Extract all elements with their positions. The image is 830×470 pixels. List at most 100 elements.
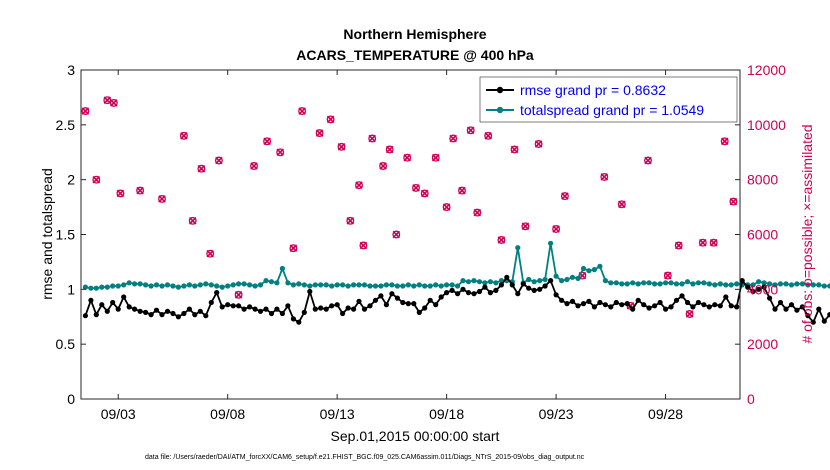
rmse-point (673, 297, 680, 303)
rmse-point (504, 274, 510, 280)
rmse-point (394, 295, 400, 301)
obs-possible-marker (600, 172, 609, 181)
rmse-point (624, 301, 630, 307)
chart-marks (81, 96, 830, 325)
rmse-point (772, 306, 778, 312)
totalspread-point (805, 282, 811, 288)
plot-area (81, 70, 740, 399)
legend-box (479, 76, 738, 123)
obs-possible-marker (458, 186, 466, 195)
obs-assimilated-marker (431, 153, 440, 162)
rmse-point (723, 294, 729, 300)
totalspread-point (312, 282, 318, 288)
obs-possible-marker (326, 115, 335, 124)
rmse-point (153, 307, 160, 313)
rmse-point (433, 302, 439, 308)
rmse-point (422, 305, 428, 311)
totalspread-point (411, 283, 417, 289)
rmse-point (170, 310, 176, 317)
totalspread-point (197, 282, 203, 288)
totalspread-point (115, 283, 121, 289)
obs-assimilated-marker (263, 137, 271, 146)
rmse-point (487, 290, 493, 296)
obs-assimilated-marker (116, 189, 125, 198)
obs-assimilated-marker (466, 126, 475, 135)
totalspread-point (695, 280, 702, 286)
obs-assimilated-marker (110, 99, 118, 107)
rmse-point (175, 314, 181, 320)
rmse-point (641, 302, 647, 308)
rmse-point (679, 293, 685, 299)
totalspread-point (646, 280, 652, 286)
obs-assimilated-marker (709, 238, 718, 247)
totalspread-point (274, 280, 280, 286)
rmse-point (274, 306, 280, 312)
obs-assimilated-marker (618, 200, 626, 209)
y-axis-right-label: # of obs: o=possible; ×=assimilated (799, 124, 815, 343)
rmse-point (82, 313, 88, 319)
rmse-point (701, 302, 707, 308)
totalspread-point (630, 280, 636, 286)
obs-assimilated-marker (158, 195, 166, 203)
obs-assimilated-marker (298, 107, 306, 115)
totalspread-point (706, 281, 712, 287)
totalspread-point (482, 280, 488, 286)
obs-possible-marker (497, 236, 506, 244)
obs-possible-marker (521, 222, 530, 231)
obs-assimilated-marker (403, 153, 411, 162)
obs-possible-marker (663, 271, 672, 280)
rmse-point (427, 297, 433, 303)
rmse-point (411, 301, 417, 307)
totalspread-point (433, 282, 439, 288)
rmse-point (361, 306, 368, 312)
rmse-point (690, 304, 696, 310)
rmse-point (553, 292, 559, 298)
rmse-point (821, 318, 827, 324)
rmse-point (591, 304, 598, 310)
totalspread-point (602, 278, 609, 284)
rmse-point (542, 283, 548, 289)
totalspread-point (810, 282, 816, 288)
obs-possible-marker (355, 181, 363, 190)
obs-possible-marker (298, 107, 307, 116)
totalspread-point (515, 245, 521, 251)
totalspread-point (405, 282, 411, 288)
y-tick-label: 0.5 (56, 336, 76, 352)
rmse-point (471, 291, 477, 297)
rmse-point (537, 286, 543, 292)
obs-assimilated-marker (180, 132, 188, 140)
totalspread-point (208, 282, 214, 288)
rmse-point (602, 302, 609, 308)
rmse-point (285, 303, 291, 309)
obs-assimilated-marker (720, 137, 729, 146)
rmse-point (799, 304, 806, 310)
rmse-point (148, 312, 154, 318)
obs-possible-marker (337, 142, 346, 151)
totalspread-point (471, 278, 477, 284)
obs-possible-marker (473, 208, 482, 217)
totalspread-point (438, 283, 444, 289)
rmse-point (110, 299, 116, 306)
totalspread-point (619, 281, 625, 287)
totalspread-point (323, 282, 329, 288)
rmse-point (734, 304, 740, 310)
totalspread-point (345, 283, 351, 289)
obs-possible-marker (385, 145, 394, 154)
totalspread-point (400, 283, 406, 289)
rmse-point (498, 282, 504, 288)
rmse-point (580, 301, 587, 307)
obs-assimilated-marker (385, 145, 394, 154)
obs-possible-marker (179, 131, 188, 140)
obs-assimilated-marker (215, 156, 223, 165)
rmse-point (695, 299, 702, 306)
rmse-point (290, 316, 296, 322)
totalspread-point (597, 263, 603, 269)
rmse-point (635, 297, 641, 303)
totalspread-point (673, 281, 680, 287)
rmse-point (400, 299, 406, 306)
rmse-point (296, 319, 302, 325)
totalspread-point (285, 280, 291, 286)
obs-possible-marker (158, 194, 166, 203)
totalspread-point (241, 281, 247, 287)
totalspread-point (394, 283, 400, 289)
